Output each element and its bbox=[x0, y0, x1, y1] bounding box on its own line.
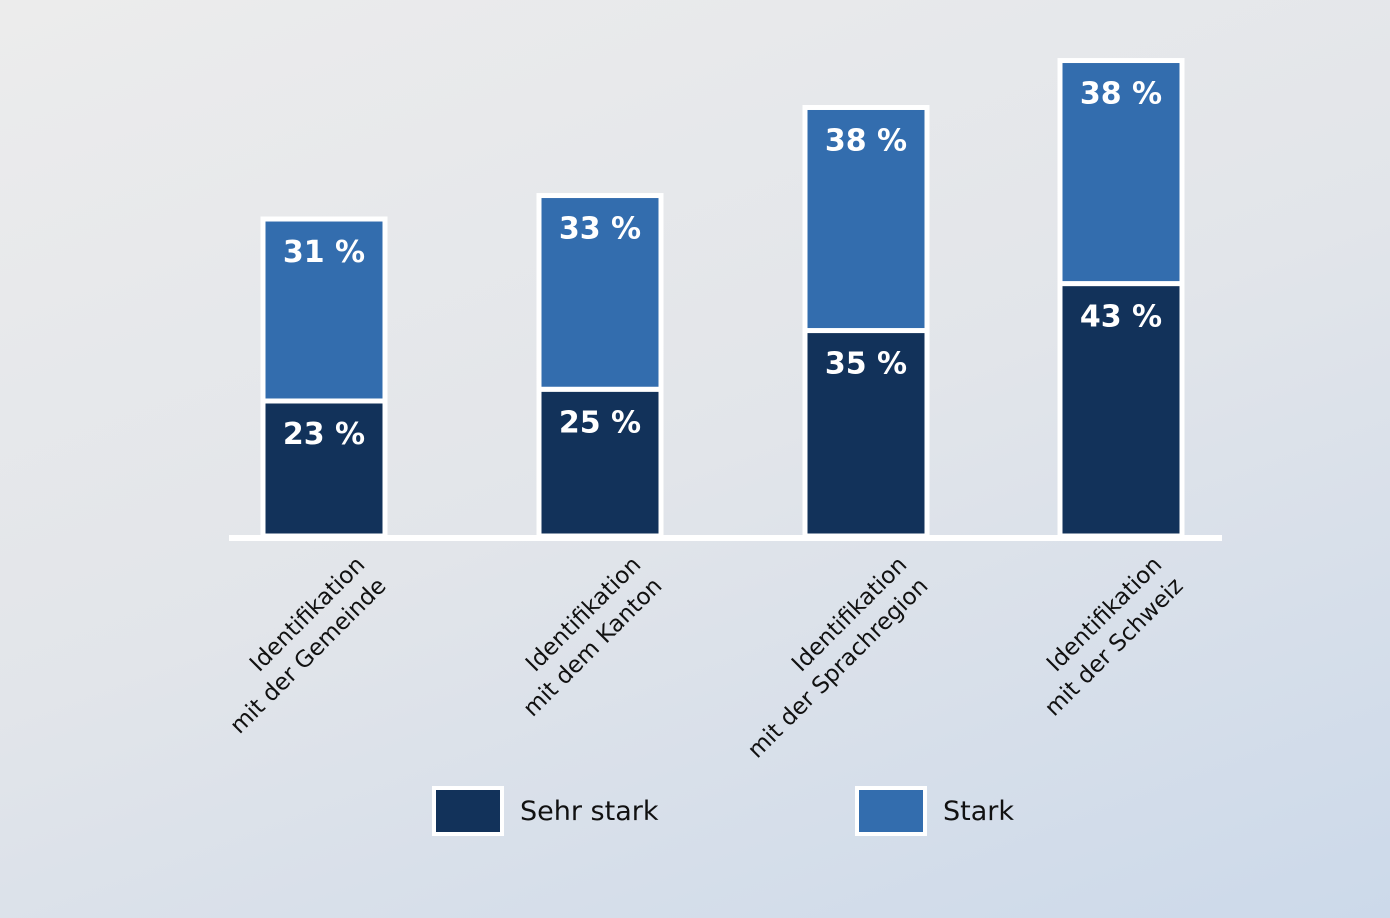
data-label-sehr-stark-3: 35 % bbox=[825, 347, 907, 382]
legend-item-stark: Stark bbox=[855, 786, 1014, 836]
legend-item-sehr-stark: Sehr stark bbox=[432, 786, 658, 836]
legend-label-stark: Stark bbox=[943, 795, 1015, 827]
category-label-line-3-2: mit der Sprachregion bbox=[743, 573, 933, 763]
bar-segment-stark-4 bbox=[1057, 58, 1185, 287]
data-label-sehr-stark-4: 43 % bbox=[1080, 300, 1162, 335]
data-label-sehr-stark-2: 25 % bbox=[559, 405, 641, 440]
data-label-sehr-stark-1: 23 % bbox=[283, 417, 365, 452]
data-label-stark-1: 31 % bbox=[283, 235, 365, 270]
bar-segment-stark-3 bbox=[802, 104, 930, 334]
legend-swatch-stark bbox=[855, 786, 927, 836]
data-label-stark-2: 33 % bbox=[559, 212, 641, 247]
bar-segment-stark-1 bbox=[260, 216, 388, 404]
legend-swatch-sehr-stark bbox=[432, 786, 504, 836]
bar-segment-stark-2 bbox=[536, 193, 664, 392]
data-label-stark-4: 38 % bbox=[1080, 77, 1162, 112]
legend-label-sehr-stark: Sehr stark bbox=[520, 795, 659, 827]
data-label-stark-3: 38 % bbox=[825, 123, 907, 158]
